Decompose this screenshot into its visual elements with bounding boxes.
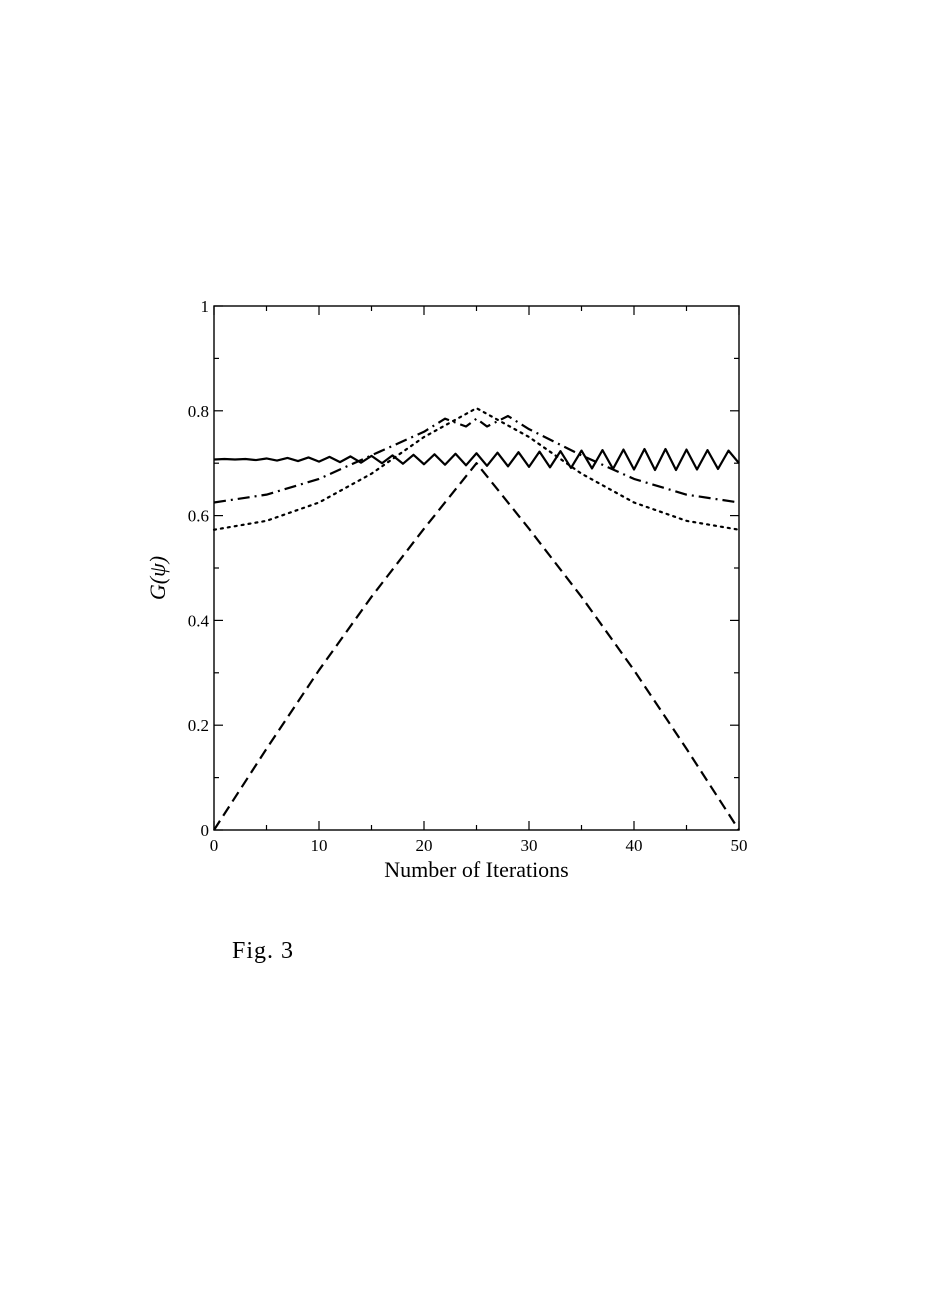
y-tick-label: 0.8 (188, 402, 209, 421)
y-tick-label: 0.4 (188, 611, 210, 630)
ticks-layer (213, 305, 740, 831)
y-tick-label: 0.2 (188, 716, 209, 735)
x-tick-label: 50 (731, 836, 748, 855)
series-line-dashdot (213, 414, 740, 504)
y-tick-label: 0.6 (188, 507, 209, 526)
labels-layer: 0 10 20 30 40 50 0 0.2 0.4 0.6 0.8 1 (188, 297, 748, 855)
x-tick-label: 10 (311, 836, 328, 855)
series-layer (212, 407, 741, 831)
series-line-dotted (212, 407, 741, 531)
x-tick-label: 40 (626, 836, 643, 855)
x-axis-title: Number of Iterations (384, 857, 569, 882)
x-tick-label: 30 (521, 836, 538, 855)
series-line-solid (213, 447, 740, 472)
x-tick-label: 20 (416, 836, 433, 855)
plot-frame (213, 305, 740, 831)
y-tick-label: 1 (201, 297, 210, 316)
figure-caption: Fig. 3 (232, 938, 295, 964)
series-line-dashed (213, 462, 740, 831)
y-axis-title: G(ψ) (145, 556, 170, 600)
x-tick-label: 0 (210, 836, 219, 855)
y-tick-label: 0 (201, 821, 210, 840)
